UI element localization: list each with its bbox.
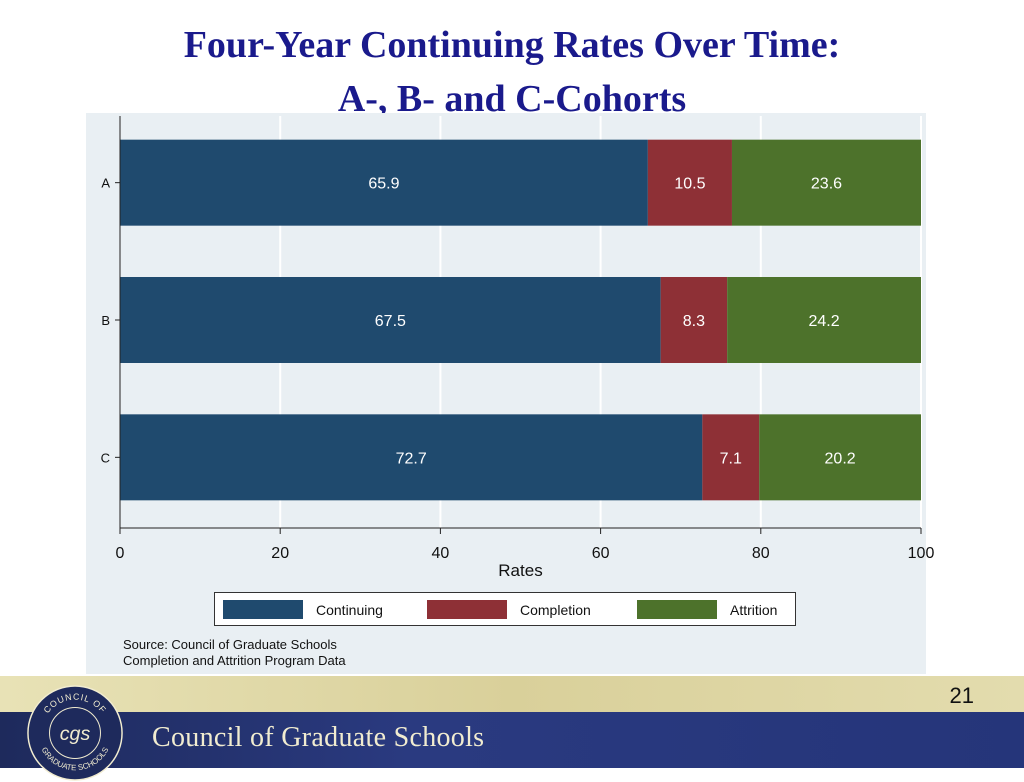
cgs-seal-logo: COUNCIL OF GRADUATE SCHOOLS cgs (27, 685, 123, 781)
seal-monogram: cgs (60, 723, 91, 745)
footer-organization-name: Council of Graduate Schools (152, 722, 485, 753)
slide-title-line1: Four-Year Continuing Rates Over Time: (183, 24, 841, 66)
source-line-1: Source: Council of Graduate Schools (123, 637, 337, 652)
legend-swatch-continuing (223, 600, 303, 619)
source-line-2: Completion and Attrition Program Data (123, 653, 346, 668)
legend-swatch-attrition (637, 600, 717, 619)
legend-label-attrition: Attrition (730, 602, 778, 618)
legend-label-completion: Completion (520, 602, 591, 618)
chart-panel (86, 113, 926, 674)
page-number: 21 (949, 683, 974, 708)
footer-band-top (0, 676, 1024, 712)
legend-label-continuing: Continuing (316, 602, 383, 618)
legend-swatch-completion (427, 600, 507, 619)
chart-legend: Continuing Completion Attrition (214, 592, 796, 626)
footer-band-bottom (0, 712, 1024, 768)
source-note: Source: Council of Graduate Schools Comp… (123, 637, 346, 669)
